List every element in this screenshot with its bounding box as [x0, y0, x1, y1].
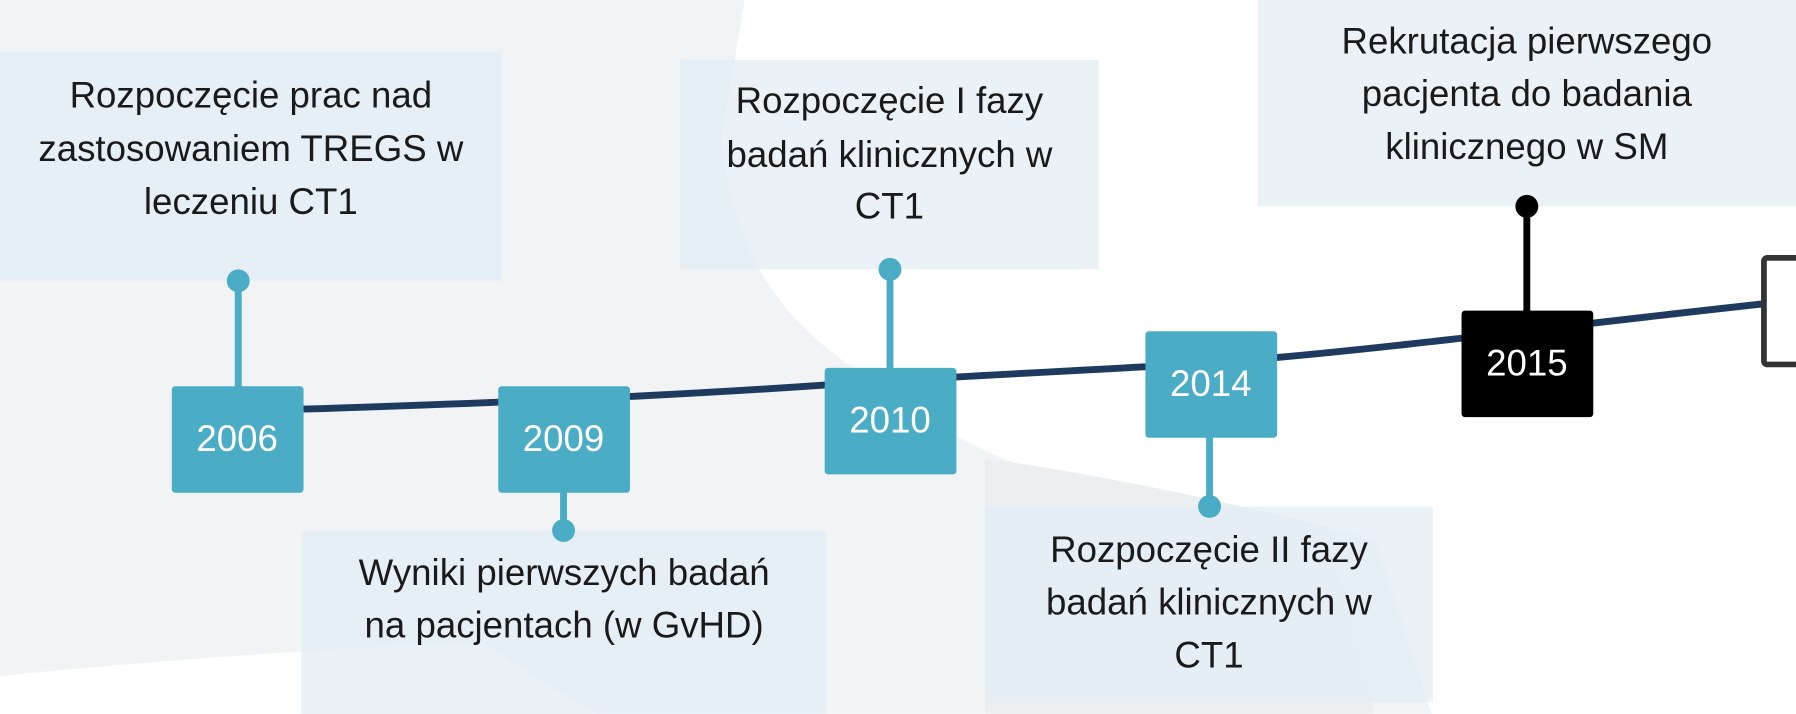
year-box [824, 367, 957, 475]
event-label: pacjenta do badania [1362, 73, 1693, 114]
year-label: 2014 [1170, 363, 1252, 404]
event-label: Rozpoczęcie II fazy [1050, 529, 1368, 570]
event-label: zastosowaniem TREGS w [38, 128, 463, 169]
year-label: 2010 [849, 400, 931, 441]
event-label: badań klinicznych w [726, 134, 1052, 175]
event-text-box [0, 51, 502, 281]
event-label: Rozpoczęcie prac nad [70, 74, 433, 115]
connector-dot [878, 257, 902, 281]
connector-dot [552, 519, 575, 542]
event-label: klinicznego w SM [1385, 126, 1668, 167]
connector-dot [226, 269, 250, 293]
event-text-box [301, 530, 827, 714]
next-year-box [1761, 255, 1796, 368]
year-box [171, 386, 304, 493]
event-text-box [1257, 0, 1796, 207]
year-box [1461, 310, 1594, 418]
event-label: badań klinicznych w [1046, 582, 1372, 623]
event-label: Wyniki pierwszych badań [359, 552, 770, 593]
event-text-box [985, 506, 1433, 703]
year-box [498, 386, 630, 493]
year-label: 2015 [1486, 342, 1568, 383]
connector-dot [1198, 495, 1222, 518]
year-label: 2009 [523, 418, 605, 459]
event-label: CT1 [855, 185, 924, 226]
year-box [1145, 331, 1278, 438]
event-label: CT1 [1174, 634, 1243, 675]
event-text-box [680, 59, 1099, 270]
year-label: 2006 [196, 418, 278, 459]
event-label: Rozpoczęcie I fazy [736, 80, 1044, 121]
event-label: na pacjentach (w GvHD) [365, 605, 764, 646]
event-label: Rekrutacja pierwszego [1342, 20, 1713, 61]
connector-dot [1515, 194, 1539, 218]
event-label: leczeniu CT1 [144, 181, 358, 222]
